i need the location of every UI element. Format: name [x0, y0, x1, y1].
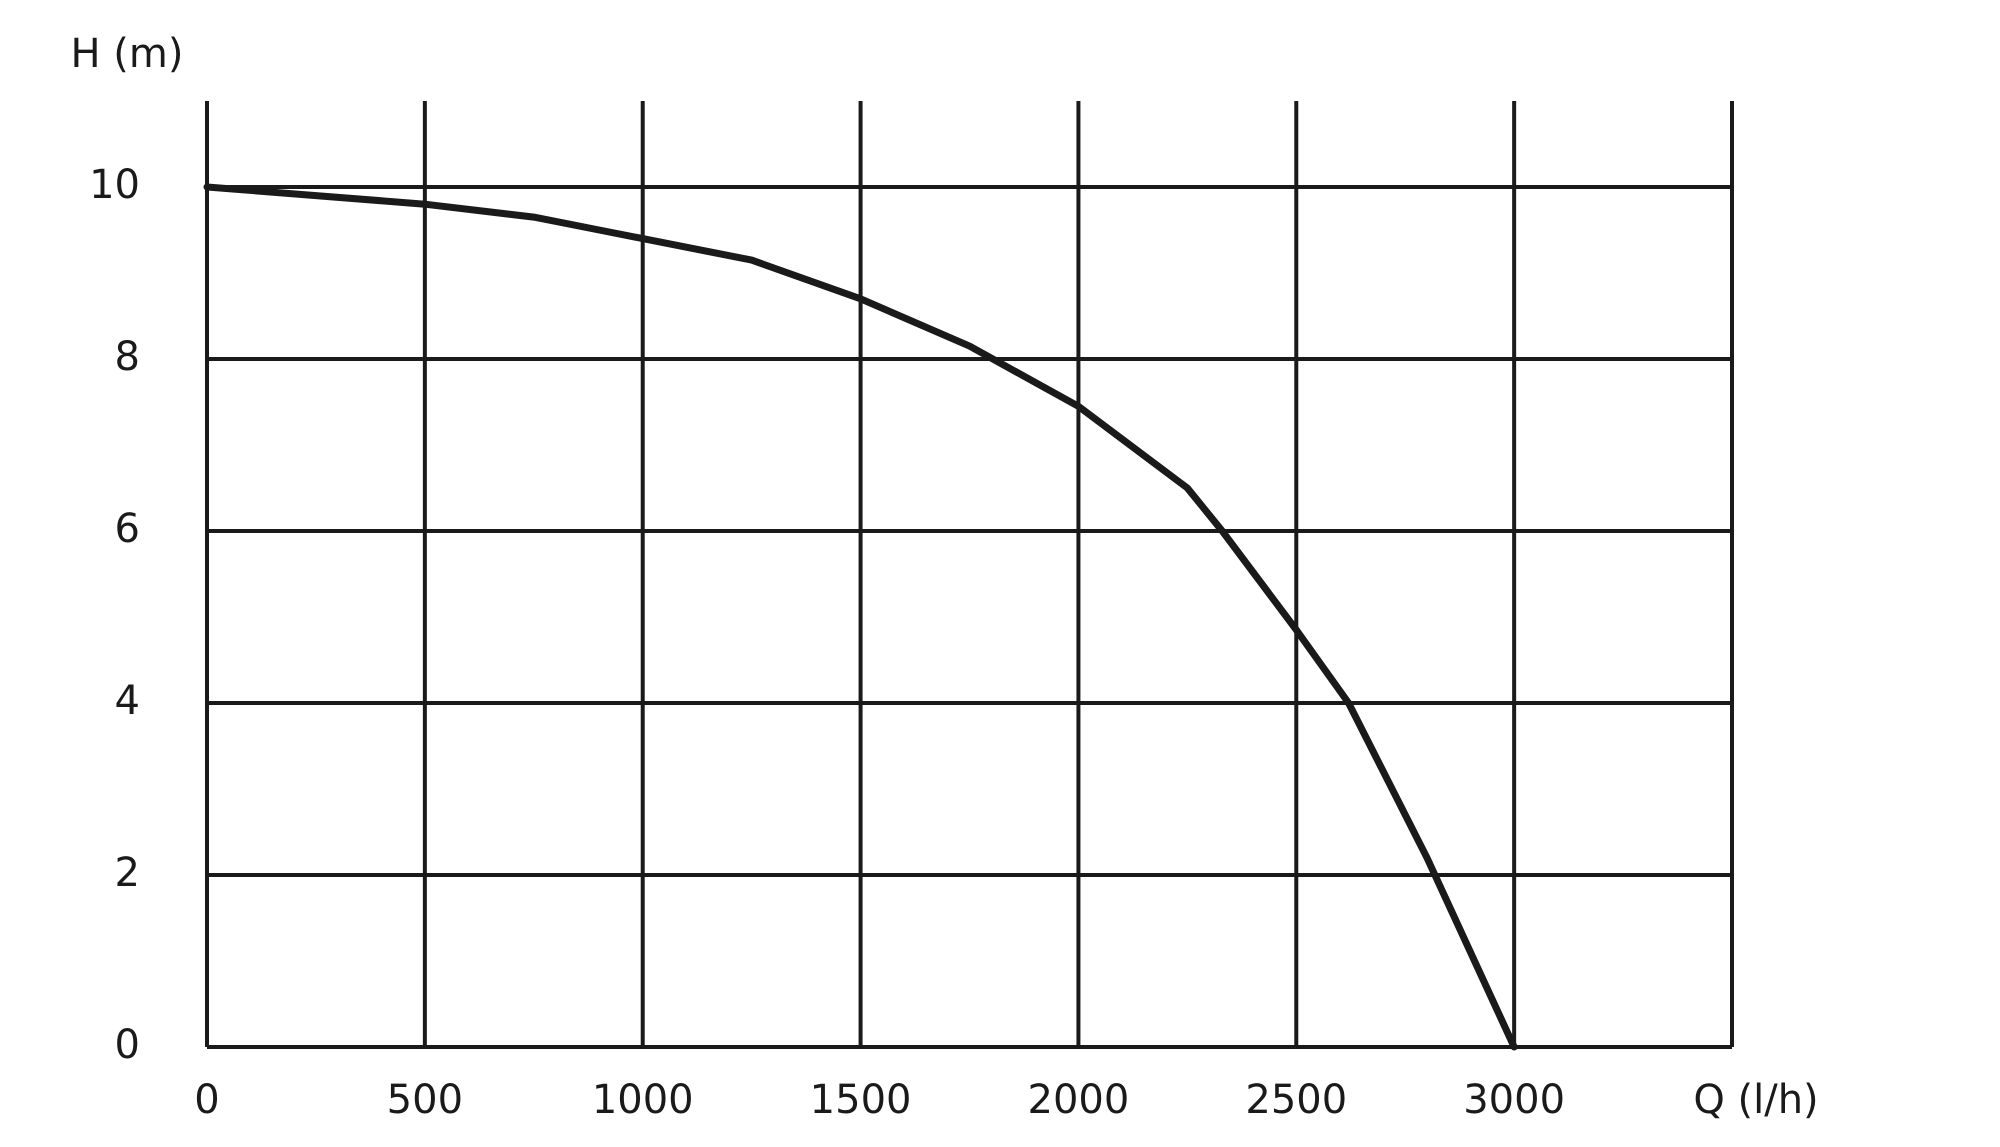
x-tick-label: 500	[387, 1077, 463, 1123]
x-tick-label: 1500	[810, 1077, 912, 1123]
x-tick-label: 1000	[592, 1077, 694, 1123]
y-tick-label: 8	[115, 334, 140, 380]
y-tick-label: 10	[89, 162, 140, 208]
x-tick-label: 2000	[1028, 1077, 1130, 1123]
y-tick-label: 2	[115, 850, 140, 896]
y-axis-label: H (m)	[71, 31, 184, 77]
y-tick-label: 6	[115, 506, 140, 552]
y-tick-label: 0	[115, 1022, 140, 1068]
x-tick-label: 0	[194, 1077, 219, 1123]
x-tick-label: 3000	[1463, 1077, 1565, 1123]
x-tick-label: 2500	[1245, 1077, 1347, 1123]
y-tick-label: 4	[115, 678, 140, 724]
x-axis-label: Q (l/h)	[1693, 1077, 1818, 1123]
curve	[203, 183, 1518, 1051]
